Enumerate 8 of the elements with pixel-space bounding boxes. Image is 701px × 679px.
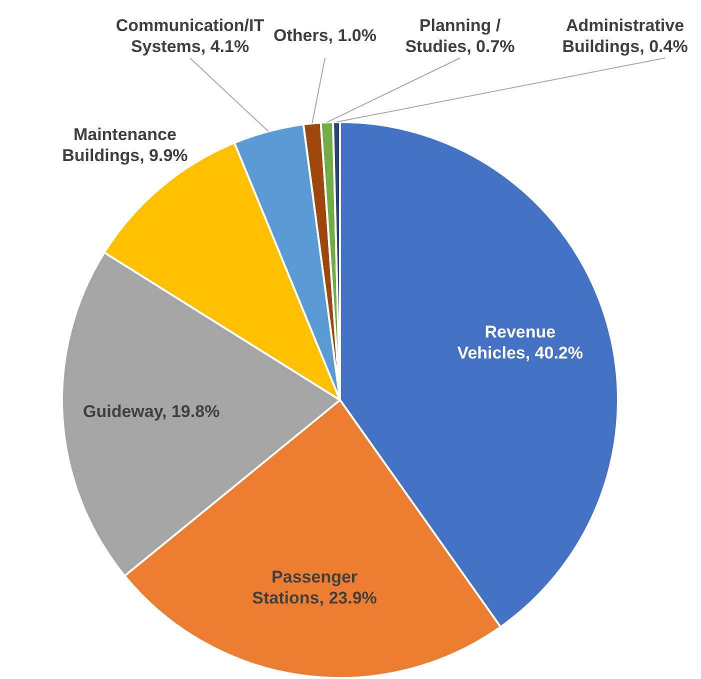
slice-label: Revenue Vehicles, 40.2% [457, 322, 584, 363]
slice-label: Planning / Studies, 0.7% [405, 16, 515, 56]
slice-label: Communication/IT Systems, 4.1% [116, 16, 265, 56]
slice-label: Passenger Stations, 23.9% [252, 567, 377, 608]
slice-label: Others, 1.0% [274, 26, 376, 45]
slice-label: Maintenance Buildings, 9.9% [62, 124, 188, 165]
slice-label: Administrative Buildings, 0.4% [562, 16, 688, 56]
slice-label: Guideway, 19.8% [82, 402, 220, 421]
